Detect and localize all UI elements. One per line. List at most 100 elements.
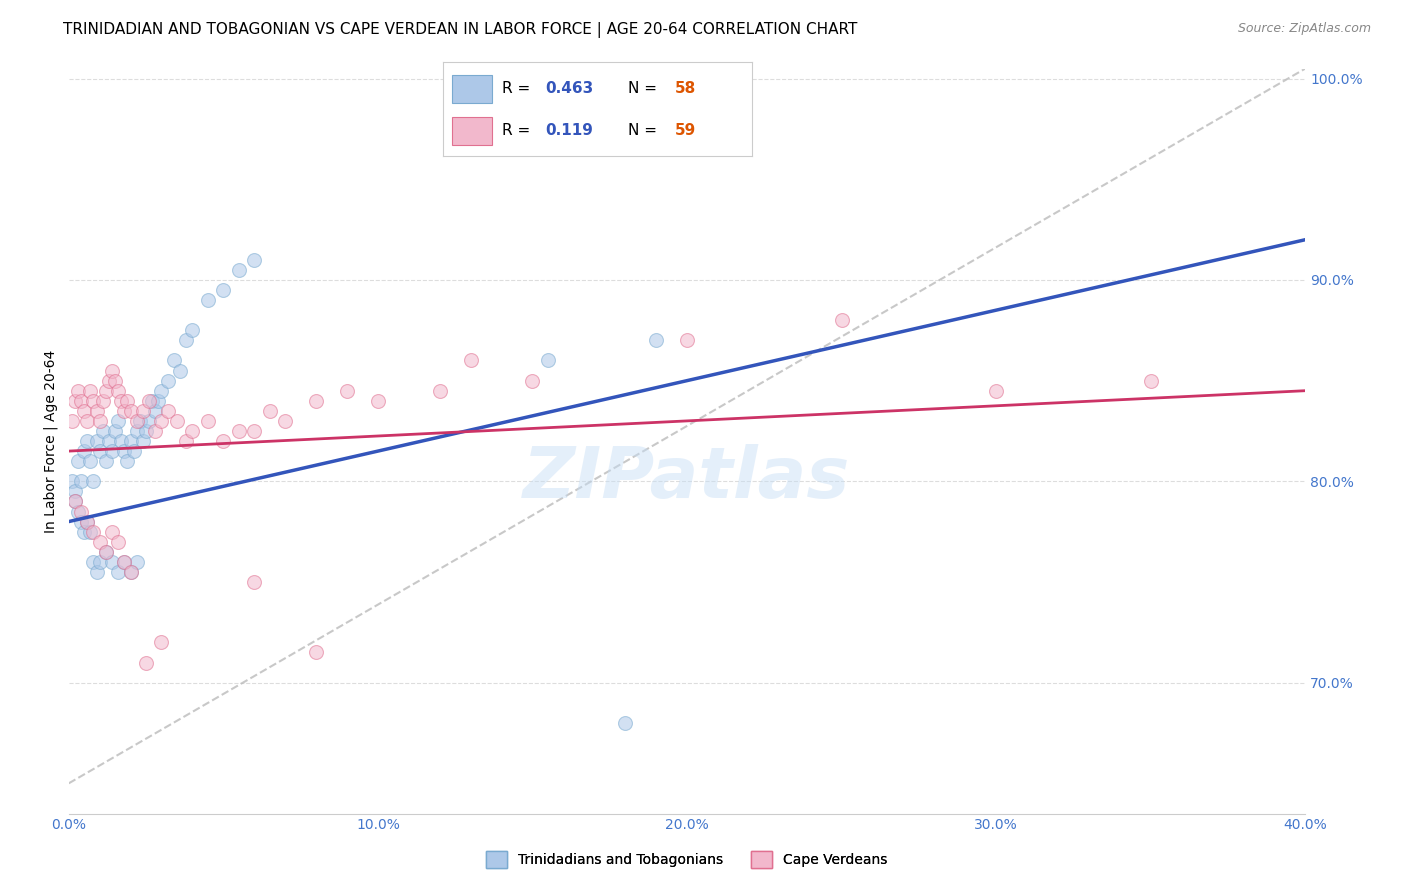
Point (76, 515, 98, 529)
Point (243, 252, 266, 267)
Point (110, 434, 132, 448)
Point (166, 414, 188, 428)
Point (89, 444, 111, 458)
Point (228, 263, 250, 277)
Text: N =: N = (628, 123, 662, 138)
Point (117, 393, 139, 408)
Point (101, 444, 124, 458)
Point (132, 434, 155, 448)
Point (125, 414, 148, 428)
Point (107, 534, 129, 549)
Point (110, 393, 132, 408)
Point (107, 565, 129, 579)
Point (143, 404, 166, 418)
Point (112, 404, 135, 418)
Point (112, 555, 135, 569)
Point (228, 424, 250, 438)
Text: ZIPatlas: ZIPatlas (523, 444, 851, 513)
Point (117, 454, 139, 468)
Text: Source: ZipAtlas.com: Source: ZipAtlas.com (1237, 22, 1371, 36)
Point (107, 414, 129, 428)
Point (101, 555, 124, 569)
Point (97, 434, 120, 448)
Point (76, 434, 98, 448)
Point (70, 393, 93, 408)
Point (537, 353, 560, 368)
Point (66, 384, 89, 398)
Point (122, 444, 145, 458)
Point (107, 384, 129, 398)
Bar (453, 117, 492, 145)
Text: 0.119: 0.119 (546, 123, 593, 138)
Point (120, 565, 142, 579)
Point (135, 424, 157, 438)
Point (94, 545, 117, 559)
Point (212, 283, 235, 297)
Point (163, 353, 186, 368)
Point (89, 555, 111, 569)
Point (70, 504, 93, 518)
Point (174, 434, 197, 448)
Point (460, 353, 482, 368)
Point (676, 334, 699, 348)
Point (66, 504, 89, 518)
Point (274, 414, 297, 428)
Point (82, 393, 104, 408)
Point (104, 374, 127, 388)
Point (97, 374, 120, 388)
Point (63, 484, 86, 499)
Point (645, 334, 668, 348)
Point (86, 434, 108, 448)
Point (104, 424, 127, 438)
Point (60, 414, 83, 428)
Point (125, 555, 148, 569)
Point (91, 393, 114, 408)
Point (112, 555, 135, 569)
Point (181, 424, 204, 438)
Point (86, 404, 108, 418)
Point (82, 555, 104, 569)
Point (112, 444, 135, 458)
Point (429, 384, 451, 398)
Point (63, 393, 86, 408)
Point (138, 414, 160, 428)
Point (66, 454, 89, 468)
Point (132, 404, 155, 418)
Point (94, 545, 117, 559)
Point (73, 524, 96, 539)
Point (125, 424, 148, 438)
Point (128, 414, 150, 428)
Point (305, 393, 328, 408)
Y-axis label: In Labor Force | Age 20-64: In Labor Force | Age 20-64 (44, 350, 58, 533)
Point (63, 494, 86, 508)
Point (79, 454, 101, 468)
Point (91, 424, 114, 438)
Point (986, 384, 1008, 398)
Text: 58: 58 (675, 81, 696, 96)
Point (94, 454, 117, 468)
Point (243, 424, 266, 438)
Point (197, 414, 219, 428)
Point (73, 404, 96, 418)
Text: R =: R = (502, 81, 534, 96)
Point (1140, 374, 1163, 388)
Text: 59: 59 (675, 123, 696, 138)
Point (82, 475, 104, 489)
Text: 0.463: 0.463 (546, 81, 593, 96)
Text: TRINIDADIAN AND TOBAGONIAN VS CAPE VERDEAN IN LABOR FORCE | AGE 20-64 CORRELATIO: TRINIDADIAN AND TOBAGONIAN VS CAPE VERDE… (63, 22, 858, 38)
Point (120, 565, 142, 579)
Point (197, 293, 219, 307)
Point (86, 565, 108, 579)
Point (169, 363, 191, 377)
Point (70, 515, 93, 529)
Point (70, 475, 93, 489)
Point (76, 515, 98, 529)
Point (174, 334, 197, 348)
Text: N =: N = (628, 81, 662, 96)
Point (156, 374, 179, 388)
Point (101, 363, 124, 377)
Point (150, 414, 173, 428)
Point (82, 524, 104, 539)
Point (143, 424, 166, 438)
Point (79, 524, 101, 539)
